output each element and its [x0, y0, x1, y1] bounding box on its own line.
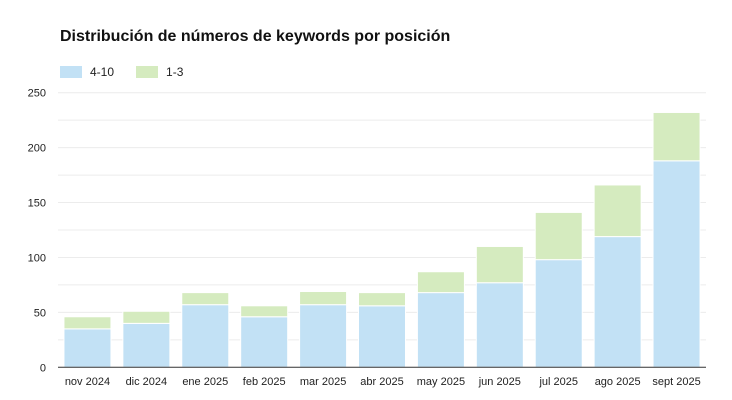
bar-segment-1-3	[358, 292, 406, 307]
x-tick-label: may 2025	[417, 376, 465, 388]
bar-segment-1-3	[181, 292, 230, 306]
bar-segment-1-3	[534, 211, 583, 261]
bar-segment-1-3	[240, 305, 289, 318]
legend-label: 4-10	[90, 65, 115, 79]
y-tick-label: 200	[28, 143, 46, 155]
bar-segment-4-10	[475, 282, 524, 368]
bar-segment-4-10	[358, 305, 406, 368]
y-tick-label: 250	[28, 88, 46, 100]
chart-title: Distribución de números de keywords por …	[60, 28, 451, 45]
bar-segment-1-3	[652, 111, 701, 162]
bar-segment-4-10	[122, 322, 171, 368]
legend-item-4-10[interactable]: 4-10	[60, 65, 114, 79]
x-tick-label: dic 2024	[126, 376, 168, 388]
y-tick-label: 0	[40, 362, 46, 374]
bar-segment-4-10	[593, 236, 642, 368]
x-tick-label: nov 2024	[65, 376, 110, 388]
x-tick-label: abr 2025	[360, 376, 403, 388]
bar-segment-4-10	[416, 292, 465, 368]
legend-swatch	[60, 66, 82, 78]
bar-segment-4-10	[181, 304, 230, 368]
x-tick-label: feb 2025	[243, 376, 286, 388]
bar-segment-1-3	[593, 184, 642, 238]
x-tick-label: ago 2025	[595, 376, 641, 388]
bar-segment-1-3	[122, 310, 171, 324]
bar-segment-1-3	[299, 291, 348, 306]
bar-segment-4-10	[240, 316, 289, 368]
y-tick-label: 150	[28, 198, 46, 210]
x-tick-label: mar 2025	[300, 376, 346, 388]
legend-label: 1-3	[166, 65, 184, 79]
x-tick-label: jul 2025	[538, 376, 578, 388]
x-tick-label: jun 2025	[478, 376, 521, 388]
legend: 4-10 1-3	[60, 65, 183, 79]
bar-segment-4-10	[63, 328, 112, 368]
x-tick-label: ene 2025	[182, 376, 228, 388]
bar-segment-1-3	[63, 316, 112, 330]
bar-segment-1-3	[416, 271, 465, 294]
y-tick-label: 100	[28, 252, 46, 264]
bar-segment-4-10	[534, 259, 583, 368]
y-tick-label: 50	[34, 307, 46, 319]
legend-swatch	[136, 66, 159, 78]
bar-segment-1-3	[475, 245, 524, 284]
x-tick-label: sept 2025	[652, 376, 700, 388]
bar-segment-4-10	[299, 304, 348, 368]
legend-item-1-3[interactable]: 1-3	[136, 65, 183, 79]
bar-segment-4-10	[652, 160, 701, 368]
